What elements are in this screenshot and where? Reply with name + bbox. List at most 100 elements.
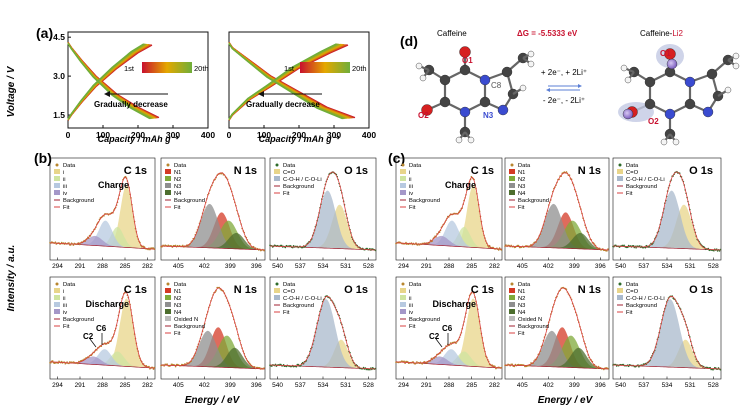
xps-data-point <box>421 363 424 365</box>
xps-data-point <box>644 246 647 249</box>
legend-swatch <box>401 163 405 167</box>
xps-xtick-label: 282 <box>489 263 500 270</box>
legend-label: ii <box>63 296 66 302</box>
xps-xtick-label: 528 <box>363 382 374 389</box>
a-right-arrow-head <box>258 91 264 97</box>
panel-label-d: (d) <box>400 33 418 49</box>
atom-h <box>467 136 475 144</box>
label-c6: C6 <box>442 324 453 333</box>
legend-label: C=O <box>626 170 639 176</box>
legend-swatch <box>275 282 279 286</box>
legend-label: N1 <box>518 289 525 295</box>
legend-label: N1 <box>518 170 525 176</box>
xps-data-point <box>290 245 292 247</box>
cycle-curve-20-charge <box>228 43 337 120</box>
cycle-curve-20-charge <box>67 43 144 120</box>
xps-component-2 <box>613 299 721 369</box>
legend-swatch <box>509 295 515 300</box>
xps-data-point <box>623 244 625 247</box>
legend-label: ii <box>409 296 412 302</box>
legend-label: i <box>409 289 410 295</box>
xps-xtick-label: 528 <box>708 382 719 389</box>
xps-data-point <box>510 363 512 366</box>
li-atom-o2-label: O2 <box>648 117 659 126</box>
xps-data-point <box>597 365 600 368</box>
xps-data-point <box>513 365 516 368</box>
a-left-curves <box>67 42 160 121</box>
atom-c <box>706 68 718 80</box>
a-ytick-label: 3.0 <box>53 71 65 81</box>
legend-label: ii <box>63 177 66 183</box>
xps-xtick-label: 282 <box>489 382 500 389</box>
xps-xtick-label: 537 <box>295 263 306 270</box>
xps-component-1 <box>396 298 502 369</box>
atom-n <box>684 76 696 88</box>
xps-data-point <box>369 247 371 250</box>
atom-h <box>732 62 740 70</box>
atom-n <box>497 104 509 116</box>
xps-state-label: Discharge <box>85 299 129 309</box>
xps-component-1 <box>270 204 376 250</box>
legend-label: C=O <box>626 289 639 295</box>
xps-data-point <box>369 368 371 371</box>
xps-component-2 <box>613 190 721 250</box>
xps-data-point <box>517 244 520 247</box>
legend-swatch <box>165 183 171 188</box>
a-xtick-label: 400 <box>201 130 215 140</box>
xps-xtick-label: 405 <box>173 382 184 389</box>
xps-data-point <box>639 245 641 247</box>
caffeine-title: Caffeine <box>437 29 467 38</box>
legend-swatch <box>509 190 515 195</box>
xps-data-point <box>565 171 568 173</box>
legend-swatch <box>400 176 406 181</box>
xps-xtick-label: 528 <box>363 263 374 270</box>
legend-label: Background <box>63 317 94 323</box>
xps-xtick-label: 285 <box>466 382 477 389</box>
legend-label: iii <box>63 303 67 309</box>
legend-label: N3 <box>518 184 525 190</box>
xps-xtick-label: 291 <box>421 382 432 389</box>
xps-data-point <box>60 360 63 363</box>
legend-label: iii <box>63 184 67 190</box>
reverse-reaction: - 2e⁻, - 2Li⁺ <box>543 96 585 105</box>
forward-reaction: + 2e⁻, + 2Li⁺ <box>541 68 587 77</box>
xps-data-point <box>596 367 599 370</box>
xps-fit-line <box>505 172 608 251</box>
delta-g-label: ΔG = -5.5333 eV <box>517 29 578 38</box>
xps-xtick-label: 402 <box>199 382 210 389</box>
a-xtick-label: 0 <box>227 130 232 140</box>
xps-data-point <box>648 245 650 248</box>
xps-data-point <box>638 366 640 368</box>
legend-swatch <box>54 183 60 188</box>
xps-data-point <box>78 243 81 246</box>
legend-label: iii <box>409 184 413 190</box>
atom-h <box>519 84 527 92</box>
xps-fit-line <box>161 172 264 251</box>
legend-label: N4 <box>518 310 526 316</box>
legend-label: N2 <box>518 177 525 183</box>
legend-label: C-O-H / C-O-Li <box>626 296 665 302</box>
legend-swatch <box>509 169 515 174</box>
a-xtick-label: 200 <box>131 130 145 140</box>
xps-fit-line <box>270 171 376 251</box>
atom-li <box>666 58 678 70</box>
xps-data-point <box>148 365 150 368</box>
xps-xtick-label: 396 <box>595 382 606 389</box>
xps-data-point <box>362 366 365 369</box>
legend-label: N3 <box>174 303 181 309</box>
xps-xtick-label: 396 <box>251 263 262 270</box>
c-c-discharge-panel: C 1sDataiiiiiiivBackgroundFitDischargeC2… <box>395 276 503 389</box>
atom-h <box>624 76 632 84</box>
atom-c <box>439 74 451 86</box>
legend-label: Background <box>283 303 314 309</box>
legend-label: Background <box>518 198 549 204</box>
legend-swatch <box>509 183 515 188</box>
legend-swatch <box>617 169 623 174</box>
